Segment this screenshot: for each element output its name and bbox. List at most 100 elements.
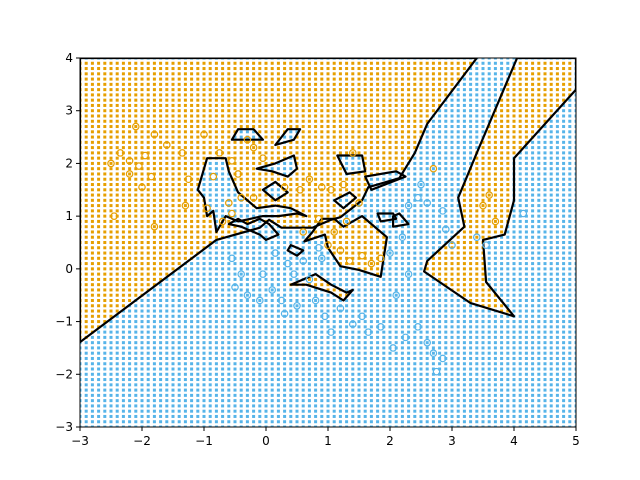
grid-dot <box>400 219 404 223</box>
grid-dot <box>84 135 88 139</box>
grid-dot <box>196 225 200 229</box>
grid-dot <box>456 393 460 397</box>
grid-dot <box>295 378 299 382</box>
grid-dot <box>345 119 349 123</box>
grid-dot <box>270 114 274 118</box>
grid-dot <box>444 372 448 376</box>
grid-dot <box>140 399 144 403</box>
grid-dot <box>357 251 361 255</box>
grid-dot <box>493 399 497 403</box>
grid-dot <box>307 414 311 418</box>
grid-dot <box>214 177 218 181</box>
grid-dot <box>90 314 94 318</box>
grid-dot <box>146 362 150 366</box>
grid-dot <box>351 230 355 234</box>
grid-dot <box>289 140 293 144</box>
grid-dot <box>320 356 324 360</box>
grid-dot <box>462 114 466 118</box>
grid-dot <box>183 393 187 397</box>
grid-dot <box>264 235 268 239</box>
grid-dot <box>177 362 181 366</box>
grid-dot <box>462 246 466 250</box>
grid-dot <box>332 399 336 403</box>
grid-dot <box>202 356 206 360</box>
grid-dot <box>413 341 417 345</box>
grid-dot <box>338 140 342 144</box>
grid-dot <box>202 172 206 176</box>
grid-dot <box>109 209 113 213</box>
grid-dot <box>276 167 280 171</box>
grid-dot <box>506 351 510 355</box>
grid-dot <box>475 235 479 239</box>
grid-dot <box>121 293 125 297</box>
grid-dot <box>221 72 225 76</box>
grid-dot <box>475 420 479 424</box>
grid-dot <box>258 256 262 260</box>
grid-dot <box>450 425 454 427</box>
grid-dot <box>438 198 442 202</box>
grid-dot <box>357 356 361 360</box>
grid-dot <box>289 161 293 165</box>
grid-dot <box>134 330 138 334</box>
grid-dot <box>109 241 113 244</box>
grid-dot <box>450 77 454 81</box>
grid-dot <box>419 98 423 102</box>
grid-dot <box>493 77 497 81</box>
grid-dot <box>97 404 101 408</box>
grid-dot <box>134 277 138 281</box>
grid-dot <box>84 325 88 329</box>
grid-dot <box>177 204 181 208</box>
grid-dot <box>208 88 212 92</box>
grid-dot <box>493 82 497 86</box>
grid-dot <box>419 114 423 118</box>
grid-dot <box>456 362 460 366</box>
grid-dot <box>419 72 423 76</box>
grid-dot <box>438 151 442 155</box>
grid-dot <box>159 304 163 308</box>
grid-dot <box>500 277 504 281</box>
grid-dot <box>506 393 510 397</box>
grid-dot <box>487 172 491 176</box>
grid-dot <box>438 420 442 424</box>
grid-dot <box>400 204 404 208</box>
grid-dot <box>351 298 355 302</box>
grid-dot <box>307 293 311 297</box>
grid-dot <box>351 388 355 392</box>
grid-dot <box>196 214 200 218</box>
grid-dot <box>103 103 107 107</box>
grid-dot <box>84 146 88 150</box>
grid-dot <box>363 67 367 71</box>
grid-dot <box>419 425 423 427</box>
grid-dot <box>338 367 342 371</box>
grid-dot <box>450 103 454 107</box>
grid-dot <box>239 241 243 244</box>
grid-dot <box>258 325 262 329</box>
grid-dot <box>338 114 342 118</box>
grid-dot <box>462 193 466 197</box>
grid-dot <box>431 356 435 360</box>
grid-dot <box>376 77 380 81</box>
grid-dot <box>400 414 404 418</box>
grid-dot <box>357 219 361 223</box>
grid-dot <box>307 125 311 129</box>
grid-dot <box>171 61 175 65</box>
grid-dot <box>314 67 318 71</box>
grid-dot <box>270 277 274 281</box>
grid-dot <box>146 414 150 418</box>
grid-dot <box>121 225 125 229</box>
grid-dot <box>413 320 417 324</box>
grid-dot <box>456 177 460 181</box>
grid-dot <box>140 177 144 181</box>
grid-dot <box>152 404 156 408</box>
grid-dot <box>252 214 256 218</box>
grid-dot <box>208 188 212 192</box>
grid-dot <box>276 362 280 366</box>
grid-dot <box>469 193 473 197</box>
grid-dot <box>276 135 280 139</box>
grid-dot <box>152 362 156 366</box>
grid-dot <box>214 404 218 408</box>
grid-dot <box>227 399 231 403</box>
grid-dot <box>227 214 231 218</box>
grid-dot <box>177 98 181 102</box>
grid-dot <box>431 246 435 250</box>
